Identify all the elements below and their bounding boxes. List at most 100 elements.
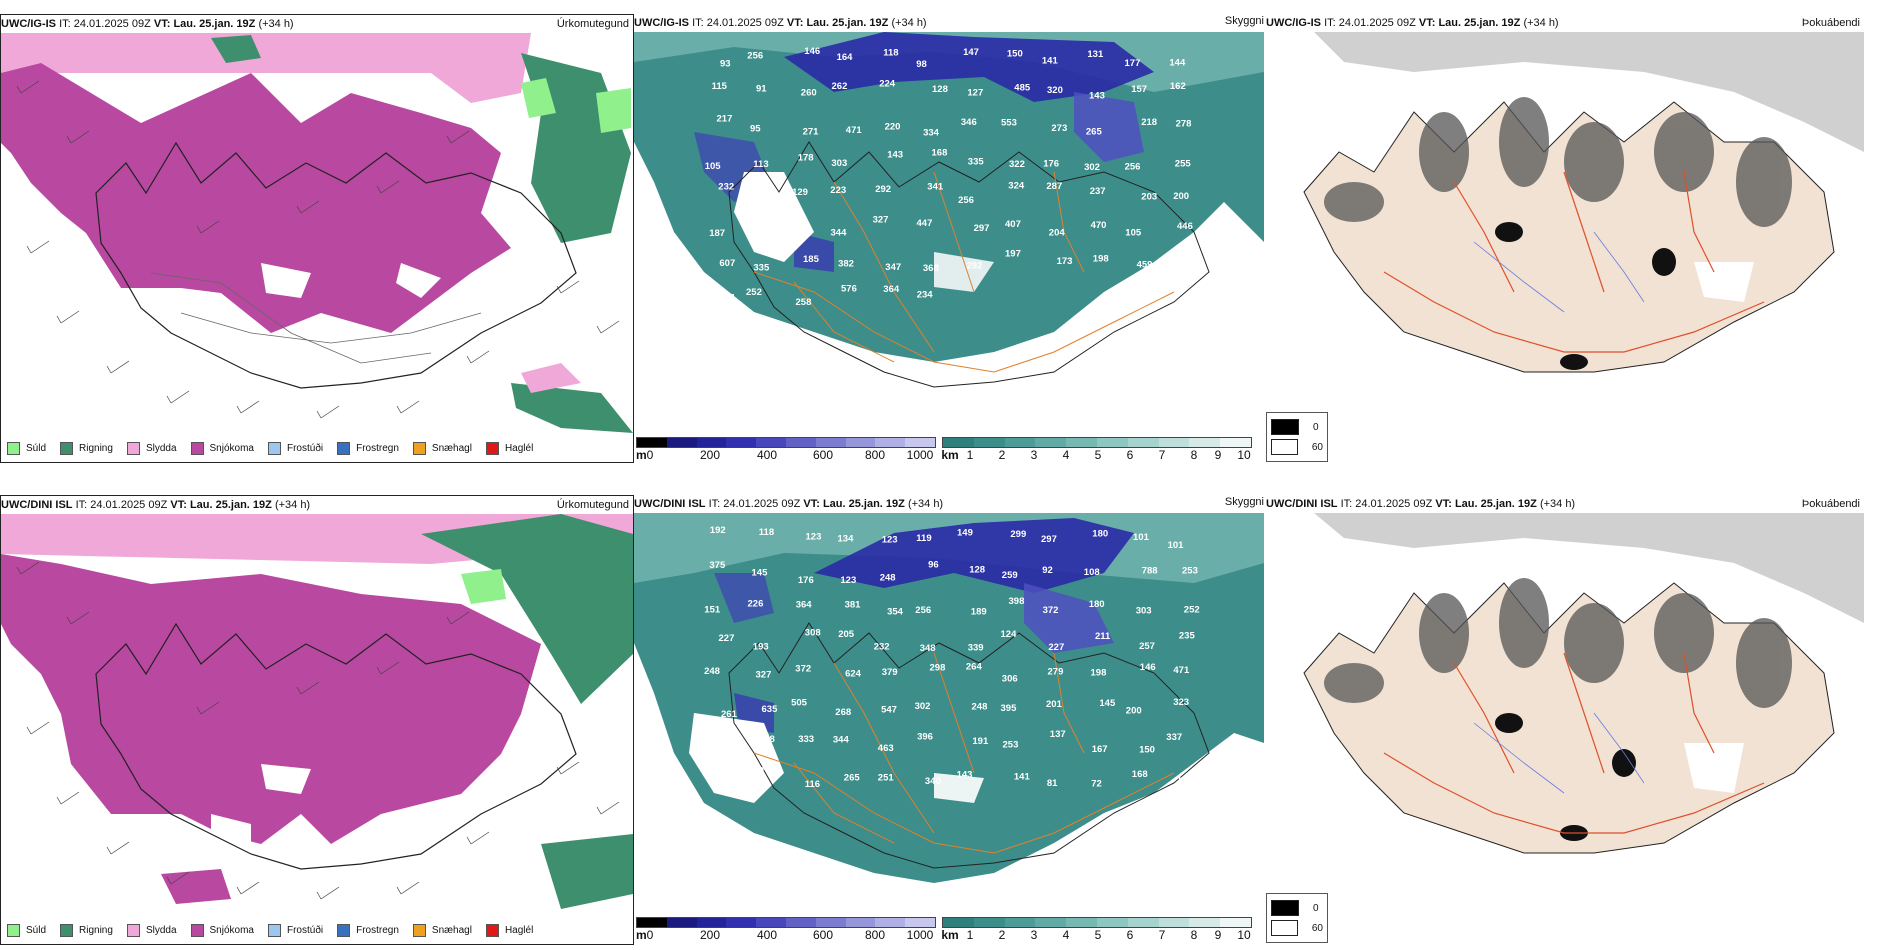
legend-swatch [267, 442, 281, 455]
fog-legend-item: 0 [1271, 898, 1323, 918]
legend-swatch [412, 924, 426, 937]
visibility-value-label: 297 [1041, 534, 1057, 545]
visibility-value-label: 396 [917, 732, 933, 743]
visibility-value-label: 381 [845, 600, 862, 611]
visibility-value-label: 95 [750, 124, 761, 135]
row2-fog-type-label: Þokuábendi [1801, 498, 1860, 510]
visibility-value-label: 248 [880, 572, 896, 583]
visibility-value-label: 265 [844, 772, 861, 783]
visibility-value-label: 265 [1086, 127, 1103, 138]
visibility-value-label: 471 [846, 125, 863, 136]
visibility-value-label: 108 [1084, 567, 1100, 578]
visibility-value-label: 273 [1051, 123, 1067, 134]
visibility-value-label: 146 [804, 46, 820, 57]
visibility-value-label: 160 [1177, 775, 1193, 786]
legend-item: Frostregn [337, 442, 399, 455]
colorbar-km-bar [942, 917, 1252, 928]
visibility-value-label: 91 [756, 84, 767, 95]
visibility-value-label: 124 [1001, 629, 1018, 640]
row1-fog-legend: 0 60 [1266, 412, 1328, 462]
visibility-value-label: 146 [1140, 662, 1156, 673]
visibility-value-label: 364 [796, 600, 813, 611]
visibility-value-label: 322 [1009, 159, 1025, 170]
visibility-value-label: 278 [1176, 118, 1192, 129]
visibility-value-label: 185 [803, 254, 820, 265]
visibility-value-label: 335 [753, 263, 770, 274]
row2-visibility-panel: UWC/DINI ISL IT: 24.01.2025 09Z VT: Lau.… [634, 495, 1264, 945]
row2-visibility-title: UWC/DINI ISL IT: 24.01.2025 09Z VT: Lau.… [634, 498, 944, 510]
visibility-value-label: 505 [791, 697, 808, 708]
visibility-value-label: 198 [1091, 667, 1107, 678]
visibility-value-label: 576 [841, 284, 857, 295]
visibility-value-label: 191 [972, 736, 989, 747]
row2-visibility-map: 192 118 123 134 123 119 149 299 297 180 101 101 375 1… [634, 513, 1264, 917]
visibility-value-label: 105 [705, 161, 722, 172]
visibility-value-label: 379 [882, 667, 898, 678]
row2-vis-colorbar-m: m 0 200 400 600 800 1000 [636, 917, 936, 942]
row1-visibility-title: UWC/IG-IS IT: 24.01.2025 09Z VT: Lau. 25… [634, 17, 927, 29]
visibility-value-label: 335 [968, 156, 985, 167]
visibility-value-label: 193 [753, 641, 769, 652]
visibility-value-label: 92 [1042, 565, 1053, 576]
row2-fog-legend: 0 60 [1266, 893, 1328, 943]
visibility-value-label: 346 [961, 117, 977, 128]
visibility-value-label: 358 [759, 734, 775, 745]
visibility-value-label: 223 [830, 185, 846, 196]
visibility-value-label: 141 [1042, 56, 1059, 67]
visibility-value-label: 256 [958, 195, 974, 206]
visibility-value-label: 168 [1132, 769, 1148, 780]
colorbar-m-bar [636, 917, 936, 928]
visibility-value-label: 339 [968, 642, 984, 653]
visibility-value-label: 173 [1057, 256, 1073, 267]
visibility-value-label: 151 [704, 605, 721, 616]
visibility-value-label: 187 [709, 228, 725, 239]
visibility-value-label: 463 [878, 743, 894, 754]
visibility-value-label: 178 [798, 153, 814, 164]
visibility-value-label: 341 [927, 181, 944, 192]
visibility-value-label: 237 [1090, 186, 1106, 197]
visibility-value-label: 164 [837, 52, 854, 63]
visibility-value-label: 143 [957, 769, 973, 780]
visibility-value-label: 200 [1126, 705, 1142, 716]
legend-swatch [337, 442, 351, 455]
visibility-value-label: 128 [969, 565, 985, 576]
visibility-value-label: 624 [845, 668, 862, 679]
row2-fog-title: UWC/DINI ISL IT: 24.01.2025 09Z VT: Lau.… [1266, 498, 1576, 510]
visibility-value-label: 200 [1173, 191, 1189, 202]
legend-swatch [337, 924, 351, 937]
row1-fog-title: UWC/IG-IS IT: 24.01.2025 09Z VT: Lau. 25… [1266, 17, 1559, 29]
visibility-value-label: 337 [1166, 732, 1182, 743]
visibility-value-label: 234 [917, 290, 934, 301]
visibility-value-label: 589 [721, 735, 737, 746]
row2-visibility-type-label: Skyggni [1224, 496, 1264, 508]
visibility-value-label: 232 [718, 182, 734, 193]
visibility-value-label: 354 [887, 606, 904, 617]
row1-vis-colorbar-km: km 1 2 3 4 5 6 7 8 9 10 [941, 437, 1252, 462]
visibility-value-label: 144 [1169, 57, 1186, 68]
row2-fog-map [1264, 513, 1900, 893]
visibility-value-label: 127 [967, 88, 983, 99]
visibility-value-label: 131 [1087, 49, 1104, 60]
legend-swatch [7, 924, 20, 937]
visibility-value-label: 470 [1091, 220, 1107, 231]
visibility-value-label: 299 [1010, 529, 1026, 540]
legend-swatch [7, 442, 20, 455]
visibility-value-label: 157 [1131, 84, 1147, 95]
row2-precip-title: UWC/DINI ISL IT: 24.01.2025 09Z VT: Lau.… [1, 499, 311, 511]
legend-swatch [412, 442, 426, 455]
visibility-value-label: 156 [758, 223, 774, 234]
visibility-value-label: 203 [792, 219, 808, 230]
fog-legend-item: 0 [1271, 417, 1323, 437]
visibility-value-label: 101 [1168, 540, 1185, 551]
visibility-value-label: 248 [704, 666, 720, 677]
visibility-value-label: 198 [1093, 254, 1109, 265]
row2-fog-panel: UWC/DINI ISL IT: 24.01.2025 09Z VT: Lau.… [1264, 495, 1900, 893]
visibility-value-label: 372 [795, 664, 811, 675]
colorbar-km-bar [942, 437, 1252, 448]
visibility-value-label: 220 [885, 121, 901, 132]
visibility-value-label: 192 [710, 525, 726, 536]
visibility-value-label: 150 [1139, 745, 1155, 756]
legend-item: Frostregn [337, 924, 399, 937]
visibility-value-label: 485 [1014, 82, 1031, 93]
visibility-value-label: 252 [746, 287, 762, 298]
